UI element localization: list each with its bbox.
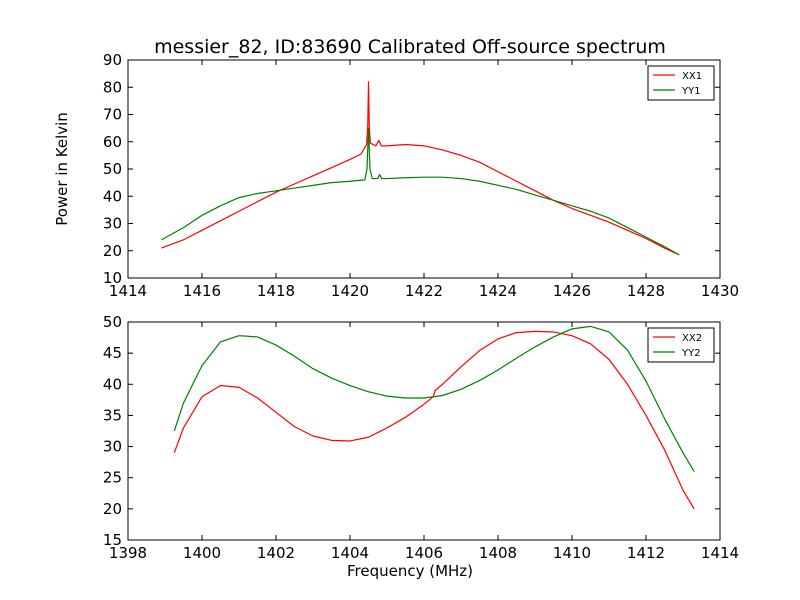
bottom-y-tick-label: 35: [103, 406, 122, 424]
top-x-tick-label: 1422: [405, 282, 443, 300]
top-legend-label: XX1: [682, 71, 702, 82]
top-y-tick-label: 50: [103, 160, 122, 178]
x-axis-label: Frequency (MHz): [347, 562, 473, 580]
bottom-y-tick-label: 25: [103, 469, 122, 487]
top-x-tick-label: 1428: [627, 282, 665, 300]
top-y-tick-label: 10: [103, 269, 122, 287]
top-series-line-yy1: [161, 127, 680, 256]
top-y-tick-label: 20: [103, 242, 122, 260]
top-y-tick-label: 40: [103, 187, 122, 205]
bottom-x-tick-label: 1412: [627, 544, 665, 562]
bottom-y-tick-label: 30: [103, 438, 122, 456]
top-y-tick-label: 60: [103, 133, 122, 151]
bottom-y-tick-label: 40: [103, 375, 122, 393]
bottom-x-tick-label: 1398: [109, 544, 147, 562]
bottom-x-tick-label: 1400: [183, 544, 221, 562]
top-legend-label: YY1: [681, 86, 701, 97]
bottom-x-tick-label: 1414: [701, 544, 739, 562]
bottom-legend-label: XX2: [682, 333, 702, 344]
top-x-tick-label: 1426: [553, 282, 591, 300]
bottom-legend-box: [647, 327, 715, 363]
top-y-tick-label: 90: [103, 51, 122, 69]
top-x-tick-label: 1430: [701, 282, 739, 300]
bottom-x-tick-label: 1406: [405, 544, 443, 562]
bottom-x-tick-label: 1402: [257, 544, 295, 562]
bottom-panel: 1398 1400 1402 1404 1406 1408 1410 1412 1414 15 20…: [103, 313, 739, 562]
bottom-y-tick-label: 15: [103, 531, 122, 549]
top-x-tick-label: 1420: [331, 282, 369, 300]
bottom-legend-label: YY2: [681, 348, 701, 359]
top-x-tick-label: 1418: [257, 282, 295, 300]
bottom-x-tick-label: 1410: [553, 544, 591, 562]
bottom-y-tick-label: 20: [103, 500, 122, 518]
top-series-line-xx1: [161, 81, 680, 256]
chart-title: messier_82, ID:83690 Calibrated Off-sour…: [154, 36, 666, 58]
top-x-tick-label: 1416: [183, 282, 221, 300]
top-legend-box: [647, 65, 715, 101]
bottom-series-line-yy2: [173, 325, 695, 472]
top-y-tick-label: 80: [103, 78, 122, 96]
top-y-tick-label: 70: [103, 106, 122, 124]
bottom-y-tick-label: 50: [103, 313, 122, 331]
top-x-tick-label: 1424: [479, 282, 517, 300]
bottom-y-tick-label: 45: [103, 344, 122, 362]
bottom-x-tick-label: 1408: [479, 544, 517, 562]
bottom-series-line-xx2: [173, 330, 695, 510]
bottom-x-tick-label: 1404: [331, 544, 369, 562]
top-x-tick-label: 1414: [109, 282, 147, 300]
top-y-tick-label: 30: [103, 215, 122, 233]
y-axis-label: Power in Kelvin: [53, 112, 71, 226]
top-panel: 1414 1416 1418 1420 1422 1424 1426 1428 1430 10 20…: [103, 51, 739, 300]
